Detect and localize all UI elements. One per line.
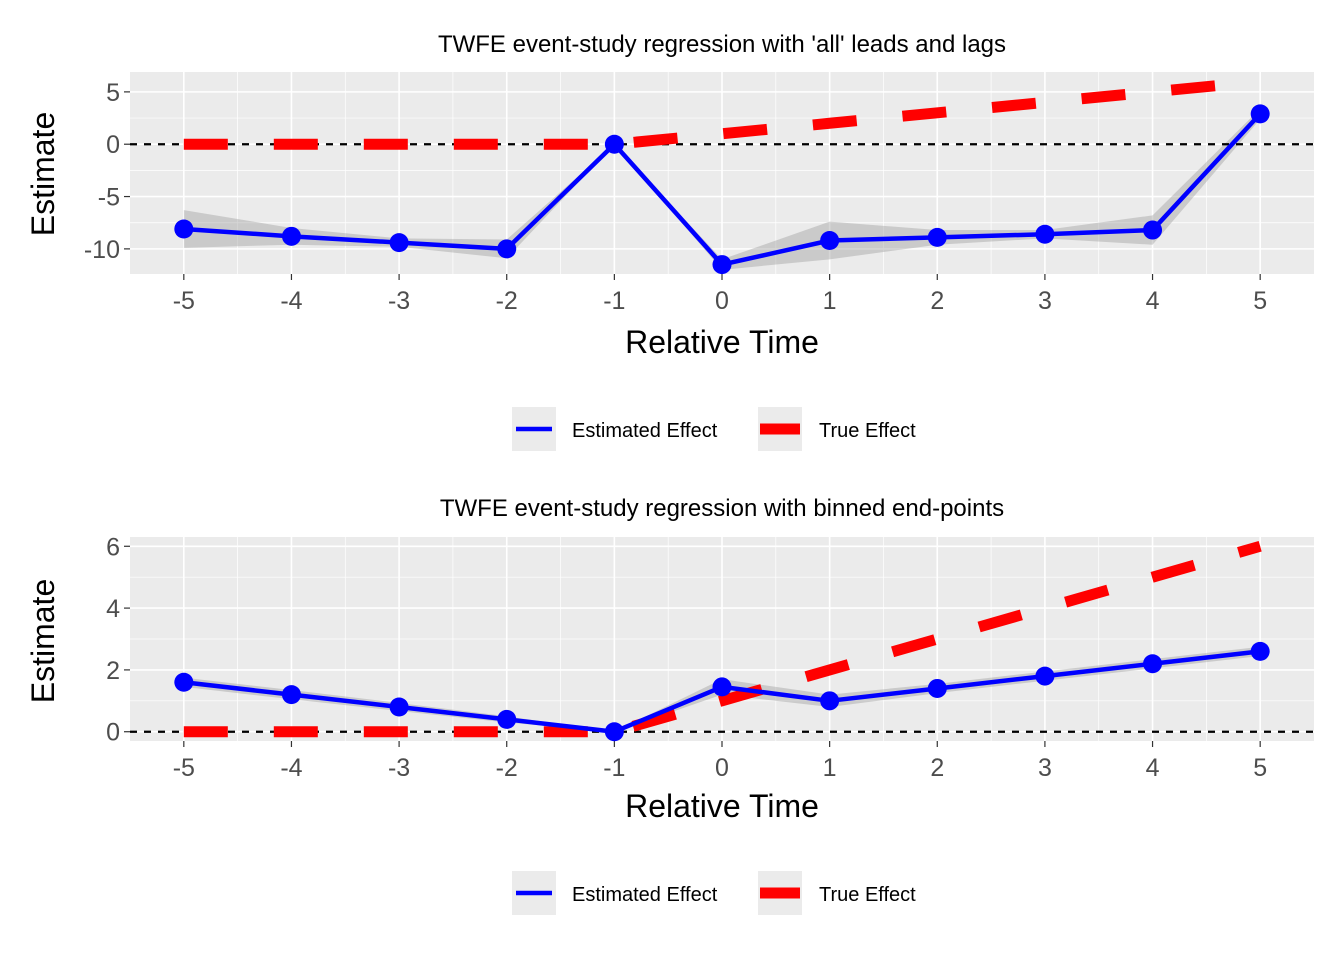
legend-label-estimated-effect: Estimated Effect bbox=[572, 884, 718, 906]
x-tick-label: 0 bbox=[715, 754, 729, 782]
data-point-estimated-effect bbox=[820, 691, 840, 711]
x-axis-label: Relative Time bbox=[625, 324, 819, 360]
y-tick-label: 0 bbox=[106, 719, 120, 747]
data-point-estimated-effect bbox=[1143, 220, 1163, 240]
legend: Estimated Effect True Effect bbox=[512, 407, 916, 451]
y-tick-label: 6 bbox=[106, 533, 120, 561]
y-axis-label: Estimate bbox=[25, 112, 61, 236]
data-point-estimated-effect bbox=[927, 227, 947, 247]
y-tick-label: 0 bbox=[106, 131, 120, 159]
legend: Estimated Effect True Effect bbox=[512, 871, 916, 915]
chart-panel-all-leads-lags: TWFE event-study regression with 'all' l… bbox=[25, 31, 1314, 451]
x-tick-label: 0 bbox=[715, 287, 729, 315]
series-line-true-effect bbox=[183, 540, 1262, 738]
x-tick-label: 3 bbox=[1038, 287, 1052, 315]
data-point-estimated-effect bbox=[712, 255, 732, 275]
y-tick-label: 2 bbox=[106, 657, 120, 685]
data-point-estimated-effect bbox=[389, 697, 409, 717]
data-point-estimated-effect bbox=[497, 239, 517, 259]
x-tick-label: 3 bbox=[1038, 754, 1052, 782]
data-point-estimated-effect bbox=[604, 134, 624, 154]
y-tick-label: -10 bbox=[84, 236, 120, 264]
x-tick-label: -2 bbox=[496, 287, 518, 315]
data-point-estimated-effect bbox=[712, 677, 732, 697]
data-point-estimated-effect bbox=[497, 709, 517, 729]
x-tick-label: 1 bbox=[823, 754, 837, 782]
data-point-estimated-effect bbox=[281, 685, 301, 705]
legend-label-estimated-effect: Estimated Effect bbox=[572, 420, 718, 442]
plot-area: -5 -4 -3 -2 -1 0 1 2 3 4 5 0 2 4 6 bbox=[106, 533, 1314, 782]
y-tick-label: -5 bbox=[98, 184, 120, 212]
y-tick-label: 4 bbox=[106, 595, 120, 623]
x-tick-label: -4 bbox=[280, 287, 302, 315]
x-axis-label: Relative Time bbox=[625, 788, 819, 824]
data-point-estimated-effect bbox=[1035, 666, 1055, 686]
x-tick-label: 1 bbox=[823, 287, 837, 315]
data-point-estimated-effect bbox=[174, 219, 194, 239]
data-point-estimated-effect bbox=[927, 678, 947, 698]
x-tick-label: 5 bbox=[1253, 754, 1267, 782]
data-point-estimated-effect bbox=[604, 722, 624, 742]
x-tick-label: -1 bbox=[603, 287, 625, 315]
data-point-estimated-effect bbox=[389, 233, 409, 253]
x-tick-label: -5 bbox=[173, 754, 195, 782]
data-point-estimated-effect bbox=[281, 226, 301, 246]
x-tick-label: 2 bbox=[930, 754, 944, 782]
legend-label-true-effect: True Effect bbox=[819, 420, 916, 442]
x-tick-label: 4 bbox=[1146, 287, 1160, 315]
data-point-estimated-effect bbox=[1035, 224, 1055, 244]
x-tick-label: -3 bbox=[388, 754, 410, 782]
x-tick-label: -1 bbox=[603, 754, 625, 782]
chart-title: TWFE event-study regression with 'all' l… bbox=[438, 31, 1006, 58]
chart-panel-binned-endpoints: TWFE event-study regression with binned … bbox=[25, 495, 1314, 915]
x-tick-label: 5 bbox=[1253, 287, 1267, 315]
x-tick-label: -4 bbox=[280, 754, 302, 782]
x-tick-label: 4 bbox=[1146, 754, 1160, 782]
x-tick-label: -2 bbox=[496, 754, 518, 782]
chart-title: TWFE event-study regression with binned … bbox=[440, 495, 1004, 522]
legend-label-true-effect: True Effect bbox=[819, 884, 916, 906]
data-point-estimated-effect bbox=[1250, 641, 1270, 661]
plot-area: -5 -4 -3 -2 -1 0 1 2 3 4 5-10-505 bbox=[84, 72, 1314, 315]
x-tick-label: 2 bbox=[930, 287, 944, 315]
y-tick-label: 5 bbox=[106, 79, 120, 107]
x-tick-label: -5 bbox=[173, 287, 195, 315]
y-axis-label: Estimate bbox=[25, 579, 61, 703]
data-point-estimated-effect bbox=[820, 231, 840, 251]
x-tick-label: -3 bbox=[388, 287, 410, 315]
data-point-estimated-effect bbox=[1143, 654, 1163, 674]
data-point-estimated-effect bbox=[174, 672, 194, 692]
data-point-estimated-effect bbox=[1250, 104, 1270, 124]
